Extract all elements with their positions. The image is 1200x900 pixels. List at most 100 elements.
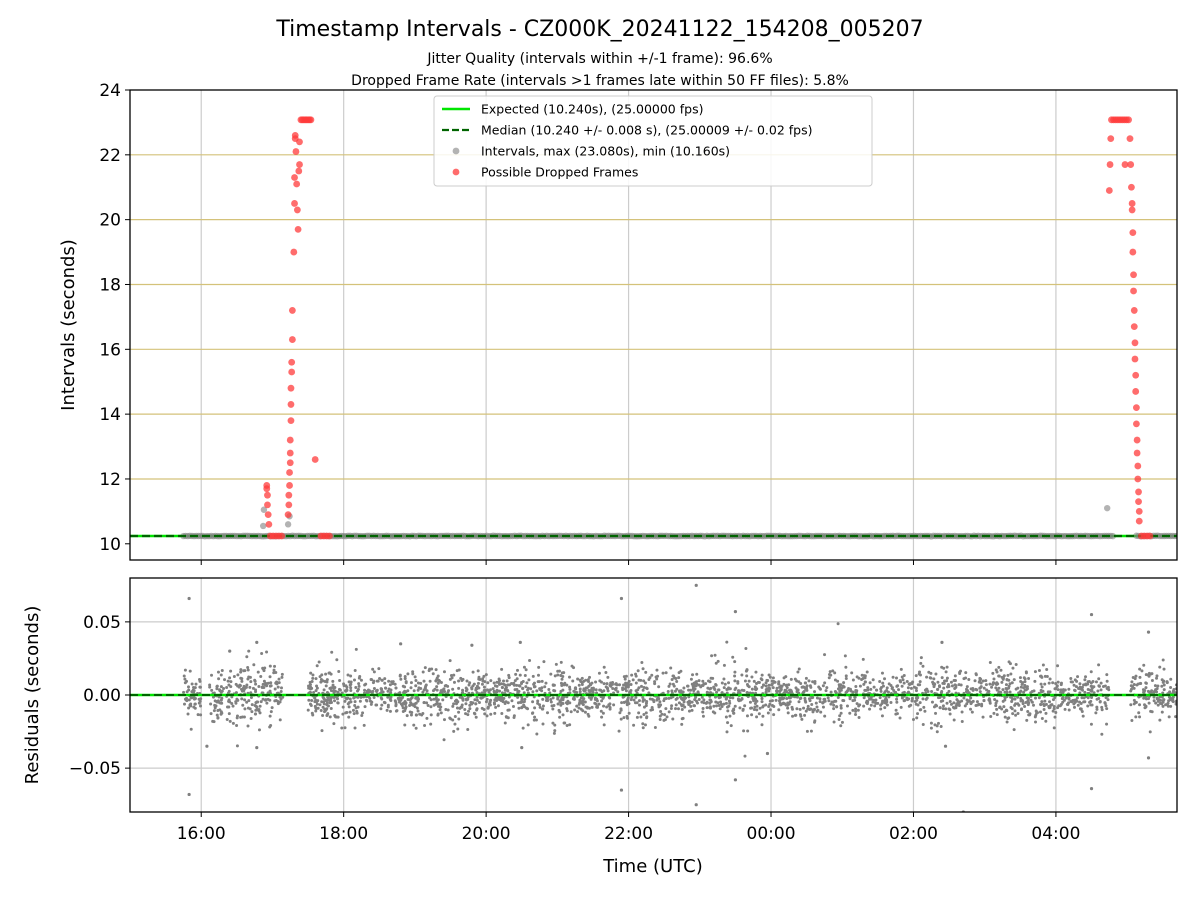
residual-point <box>506 701 510 705</box>
residual-point <box>981 679 985 683</box>
legend-entry-label: Median (10.240 +/- 0.008 s), (25.00009 +… <box>481 123 812 138</box>
residual-point <box>601 711 605 715</box>
residual-point <box>626 698 630 702</box>
residual-point <box>1019 689 1023 693</box>
residual-point <box>938 696 942 700</box>
residual-point <box>1039 682 1043 686</box>
residual-point <box>429 722 433 726</box>
residual-point <box>532 685 536 689</box>
residual-point <box>944 670 948 674</box>
residual-point <box>344 689 348 693</box>
residual-point <box>770 703 774 707</box>
residual-point <box>1035 711 1039 715</box>
residual-point <box>964 671 968 675</box>
residual-point <box>387 679 391 683</box>
dropped-frame-point <box>264 501 271 509</box>
residual-point <box>522 705 526 709</box>
residual-point <box>619 596 624 601</box>
residual-point <box>668 682 672 686</box>
residual-point <box>894 712 898 716</box>
residual-point <box>932 677 936 681</box>
residual-point <box>1134 674 1138 678</box>
residual-point <box>496 696 500 700</box>
residual-point <box>733 660 737 664</box>
residual-point <box>602 704 606 708</box>
residual-point <box>548 691 552 695</box>
residual-point <box>576 710 580 714</box>
residual-point <box>934 711 938 715</box>
residual-point <box>1139 682 1143 686</box>
residual-point <box>559 674 563 678</box>
residual-point <box>782 696 786 700</box>
residual-point <box>1146 630 1151 634</box>
residual-point <box>549 700 553 704</box>
residual-point <box>940 640 944 644</box>
residual-point <box>483 688 487 692</box>
residual-point <box>403 723 407 727</box>
residual-point <box>553 689 557 693</box>
dropped-frame-point <box>1107 135 1115 143</box>
residual-point <box>1086 704 1090 708</box>
residual-point <box>254 682 258 686</box>
residual-point <box>839 704 843 708</box>
residual-point <box>260 685 264 689</box>
residual-point <box>435 688 439 692</box>
residual-point <box>1099 688 1103 692</box>
residual-point <box>510 699 514 703</box>
residual-point <box>1143 706 1147 710</box>
residual-point <box>457 679 461 683</box>
residual-point <box>410 711 414 715</box>
residual-point <box>841 698 845 702</box>
residual-point <box>777 699 781 703</box>
residual-point <box>359 678 363 682</box>
dropped-frame-point <box>291 174 298 181</box>
residual-point <box>1011 697 1015 701</box>
residual-point <box>908 682 912 686</box>
residual-point <box>835 705 839 709</box>
residual-point <box>482 674 486 678</box>
residual-point <box>559 660 563 664</box>
residual-point <box>188 703 192 707</box>
residual-point <box>536 699 540 703</box>
residual-point <box>833 699 837 703</box>
residual-point <box>689 688 693 692</box>
residual-point <box>235 724 239 728</box>
residual-point <box>540 679 544 683</box>
residual-point <box>442 670 446 674</box>
residual-point <box>606 675 610 679</box>
residual-point <box>801 691 805 695</box>
bottom-y-tick-label: −0.05 <box>69 759 121 779</box>
residual-point <box>460 705 464 709</box>
residual-point <box>471 670 475 674</box>
residual-point <box>1063 707 1067 711</box>
residual-point <box>885 700 889 704</box>
residual-point <box>191 688 195 692</box>
residual-point <box>767 687 771 691</box>
top-axes-frame <box>129 89 1178 561</box>
residual-point <box>193 706 197 710</box>
residual-point <box>561 701 565 705</box>
residual-point <box>242 669 246 673</box>
residual-point <box>728 714 732 718</box>
residual-point <box>761 714 765 718</box>
residual-point <box>210 673 214 677</box>
residual-point <box>1005 709 1009 713</box>
dropped-frame-point <box>288 358 296 366</box>
residual-point <box>626 681 630 685</box>
residual-point <box>785 686 789 690</box>
residual-point <box>994 704 998 708</box>
residual-point <box>694 680 698 684</box>
residual-point <box>546 699 550 703</box>
residual-point <box>660 712 664 716</box>
residual-point <box>397 698 401 702</box>
residual-point <box>1067 701 1071 705</box>
residual-point <box>591 691 595 695</box>
residual-point <box>942 686 946 690</box>
residual-point <box>1156 703 1160 707</box>
top-y-tick-label: 14 <box>99 405 121 425</box>
residual-point <box>969 707 973 711</box>
residual-point <box>994 701 998 705</box>
residual-point <box>541 697 545 701</box>
residual-point <box>571 697 575 701</box>
residual-point <box>1155 676 1159 680</box>
